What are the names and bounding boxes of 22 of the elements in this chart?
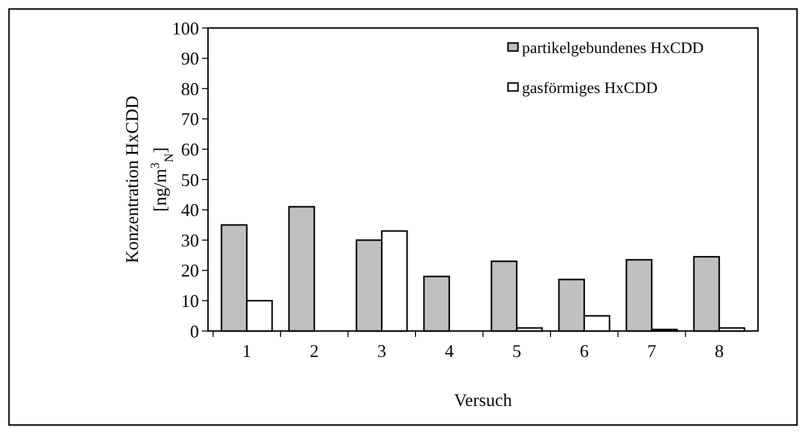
y-tick-label: 20 <box>181 260 199 281</box>
x-tick-label: 3 <box>377 341 386 361</box>
y-tick-label: 0 <box>190 321 199 342</box>
x-tick-label: 4 <box>444 341 454 361</box>
x-tick-label: 1 <box>242 341 252 361</box>
y-tick-label: 90 <box>181 48 199 69</box>
y-tick-label: 10 <box>181 291 199 311</box>
x-tick-label: 2 <box>310 341 319 361</box>
x-tick-label: 6 <box>580 341 589 361</box>
y-tick-label: 40 <box>181 200 199 220</box>
x-tick-label: 7 <box>647 341 656 361</box>
y-tick-label: 70 <box>181 109 199 130</box>
x-tick-label: 5 <box>512 341 522 361</box>
y-tick-label: 30 <box>181 230 199 250</box>
y-tick-label: 80 <box>181 78 199 99</box>
legend-label: partikelgebundenes HxCDD <box>522 40 704 57</box>
legend-label: gasförmiges HxCDD <box>522 80 658 97</box>
x-tick-label: 8 <box>714 341 724 361</box>
y-tick-label: 60 <box>181 140 199 160</box>
y-tick-label: 100 <box>172 18 199 38</box>
x-axis-title: Versuch <box>454 390 512 410</box>
y-tick-label: 50 <box>181 170 199 190</box>
